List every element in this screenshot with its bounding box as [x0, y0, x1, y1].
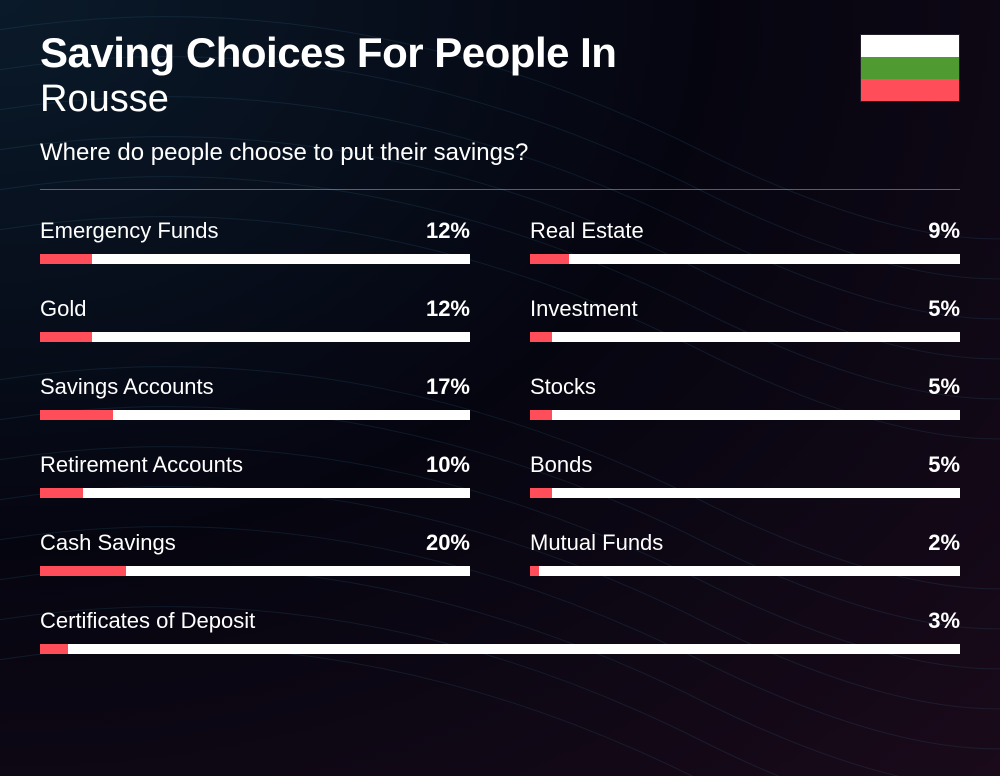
subtitle: Where do people choose to put their savi…: [40, 139, 860, 167]
bar-value: 5%: [928, 296, 960, 322]
bar-track: [40, 410, 470, 420]
bar-item: Mutual Funds 2%: [530, 530, 960, 576]
bar-value: 12%: [426, 296, 470, 322]
flag-stripe: [861, 35, 959, 57]
bar-fill: [40, 488, 83, 498]
bar-item-head: Mutual Funds 2%: [530, 530, 960, 556]
bar-item-head: Real Estate 9%: [530, 218, 960, 244]
bar-item-head: Investment 5%: [530, 296, 960, 322]
bar-fill: [530, 332, 552, 342]
bar-track: [530, 566, 960, 576]
flag-stripe: [861, 57, 959, 79]
bar-fill: [530, 566, 539, 576]
bar-label: Stocks: [530, 374, 596, 400]
bar-fill: [40, 254, 92, 264]
flag-icon: [860, 34, 960, 102]
bar-fill: [530, 254, 569, 264]
flag-stripe: [861, 79, 959, 101]
bar-track: [40, 566, 470, 576]
bar-fill: [40, 644, 68, 654]
bar-value: 9%: [928, 218, 960, 244]
bar-value: 10%: [426, 452, 470, 478]
bar-item-head: Cash Savings 20%: [40, 530, 470, 556]
bar-fill: [40, 332, 92, 342]
bar-item-head: Bonds 5%: [530, 452, 960, 478]
bar-item-head: Certificates of Deposit 3%: [40, 608, 960, 634]
bar-value: 2%: [928, 530, 960, 556]
bar-track: [40, 254, 470, 264]
bar-item-head: Retirement Accounts 10%: [40, 452, 470, 478]
bar-label: Retirement Accounts: [40, 452, 243, 478]
bar-value: 20%: [426, 530, 470, 556]
bar-value: 3%: [928, 608, 960, 634]
bar-label: Investment: [530, 296, 638, 322]
bar-label: Mutual Funds: [530, 530, 663, 556]
bar-item-head: Gold 12%: [40, 296, 470, 322]
title-main: Saving Choices For People In: [40, 30, 860, 76]
bar-value: 5%: [928, 374, 960, 400]
header-divider: [40, 189, 960, 190]
bar-track: [40, 332, 470, 342]
bar-track: [40, 644, 960, 654]
bar-label: Bonds: [530, 452, 592, 478]
bar-label: Savings Accounts: [40, 374, 214, 400]
bar-item-head: Stocks 5%: [530, 374, 960, 400]
bar-item: Cash Savings 20%: [40, 530, 470, 576]
bar-item: Emergency Funds 12%: [40, 218, 470, 264]
bar-label: Real Estate: [530, 218, 644, 244]
bar-item: Savings Accounts 17%: [40, 374, 470, 420]
bar-fill: [40, 410, 113, 420]
bar-value: 12%: [426, 218, 470, 244]
bar-label: Certificates of Deposit: [40, 608, 255, 634]
bar-item-head: Savings Accounts 17%: [40, 374, 470, 400]
bar-fill: [530, 410, 552, 420]
bar-item: Real Estate 9%: [530, 218, 960, 264]
bars-grid: Emergency Funds 12% Real Estate 9% Gold 12% In…: [40, 218, 960, 654]
bar-track: [530, 254, 960, 264]
bar-track: [530, 488, 960, 498]
bar-label: Emergency Funds: [40, 218, 219, 244]
bar-value: 5%: [928, 452, 960, 478]
title-block: Saving Choices For People In Rousse Wher…: [40, 30, 860, 167]
bar-fill: [530, 488, 552, 498]
bar-track: [530, 410, 960, 420]
bar-item: Investment 5%: [530, 296, 960, 342]
bar-label: Gold: [40, 296, 86, 322]
header-row: Saving Choices For People In Rousse Wher…: [40, 30, 960, 167]
bar-value: 17%: [426, 374, 470, 400]
bar-item: Gold 12%: [40, 296, 470, 342]
title-city: Rousse: [40, 78, 860, 121]
bar-item: Stocks 5%: [530, 374, 960, 420]
infographic-content: Saving Choices For People In Rousse Wher…: [0, 0, 1000, 684]
bar-track: [530, 332, 960, 342]
bar-fill: [40, 566, 126, 576]
bar-item: Certificates of Deposit 3%: [40, 608, 960, 654]
bar-item: Retirement Accounts 10%: [40, 452, 470, 498]
bar-label: Cash Savings: [40, 530, 176, 556]
bar-track: [40, 488, 470, 498]
bar-item: Bonds 5%: [530, 452, 960, 498]
bar-item-head: Emergency Funds 12%: [40, 218, 470, 244]
